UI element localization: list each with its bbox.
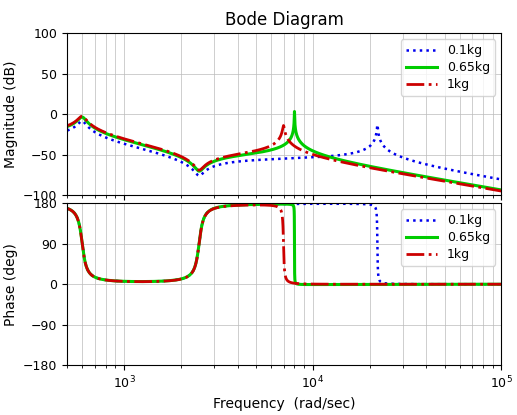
0.1kg xyxy=(329,201,336,206)
0.65kg xyxy=(278,202,284,207)
0.65kg xyxy=(292,109,298,114)
0.1kg xyxy=(409,282,416,287)
0.1kg xyxy=(64,206,70,211)
0.1kg xyxy=(386,149,392,154)
0.65kg xyxy=(386,282,392,287)
0.1kg xyxy=(498,282,505,287)
1kg xyxy=(368,282,374,287)
1kg xyxy=(498,188,505,193)
1kg xyxy=(86,120,92,125)
0.1kg xyxy=(321,154,327,159)
0.65kg xyxy=(86,121,92,126)
0.65kg xyxy=(340,158,346,163)
Y-axis label: Magnitude (dB): Magnitude (dB) xyxy=(4,61,18,168)
1kg xyxy=(386,282,392,287)
0.65kg xyxy=(386,168,392,173)
0.1kg xyxy=(340,201,346,206)
Y-axis label: Phase (deg): Phase (deg) xyxy=(4,243,18,326)
1kg xyxy=(498,282,505,287)
Line: 0.1kg: 0.1kg xyxy=(67,204,501,284)
0.1kg xyxy=(409,158,416,163)
1kg xyxy=(409,282,416,287)
1kg xyxy=(64,123,70,128)
1kg xyxy=(86,270,92,275)
0.65kg xyxy=(64,206,70,211)
0.65kg xyxy=(409,282,416,287)
1kg xyxy=(321,282,327,287)
Title: Bode Diagram: Bode Diagram xyxy=(225,11,344,29)
1kg xyxy=(64,206,70,211)
0.65kg xyxy=(498,282,505,287)
0.1kg xyxy=(340,152,346,157)
0.65kg xyxy=(409,172,416,177)
0.1kg xyxy=(64,128,70,133)
1kg xyxy=(321,155,327,160)
0.65kg xyxy=(321,282,327,287)
Line: 1kg: 1kg xyxy=(67,116,501,191)
0.65kg xyxy=(321,153,327,158)
1kg xyxy=(386,169,392,174)
1kg xyxy=(221,154,227,159)
1kg xyxy=(340,282,346,287)
0.1kg xyxy=(321,201,327,206)
0.1kg xyxy=(86,125,92,130)
1kg xyxy=(254,203,260,208)
0.65kg xyxy=(340,282,346,287)
0.1kg xyxy=(386,281,392,286)
Legend: 0.1kg, 0.65kg, 1kg: 0.1kg, 0.65kg, 1kg xyxy=(401,210,495,266)
Line: 0.1kg: 0.1kg xyxy=(67,121,501,179)
0.65kg xyxy=(86,270,92,275)
0.1kg xyxy=(79,119,85,124)
0.1kg xyxy=(86,270,92,275)
0.65kg xyxy=(498,188,505,193)
Line: 0.65kg: 0.65kg xyxy=(67,112,501,190)
X-axis label: Frequency  (rad/sec): Frequency (rad/sec) xyxy=(213,397,356,411)
Line: 0.65kg: 0.65kg xyxy=(67,204,501,285)
Legend: 0.1kg, 0.65kg, 1kg: 0.1kg, 0.65kg, 1kg xyxy=(401,39,495,96)
1kg xyxy=(409,173,416,178)
0.65kg xyxy=(221,204,227,209)
0.1kg xyxy=(221,161,227,166)
0.65kg xyxy=(310,282,316,287)
0.1kg xyxy=(498,177,505,182)
1kg xyxy=(79,114,85,119)
0.1kg xyxy=(221,204,227,209)
1kg xyxy=(340,160,346,165)
0.65kg xyxy=(221,156,227,161)
0.65kg xyxy=(64,124,70,129)
1kg xyxy=(221,204,227,209)
Line: 1kg: 1kg xyxy=(67,205,501,284)
